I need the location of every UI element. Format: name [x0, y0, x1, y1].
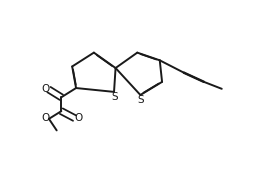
Text: O: O: [41, 84, 49, 94]
Text: S: S: [137, 95, 144, 105]
Text: O: O: [74, 113, 82, 123]
Text: S: S: [111, 92, 118, 102]
Text: O: O: [41, 113, 49, 123]
